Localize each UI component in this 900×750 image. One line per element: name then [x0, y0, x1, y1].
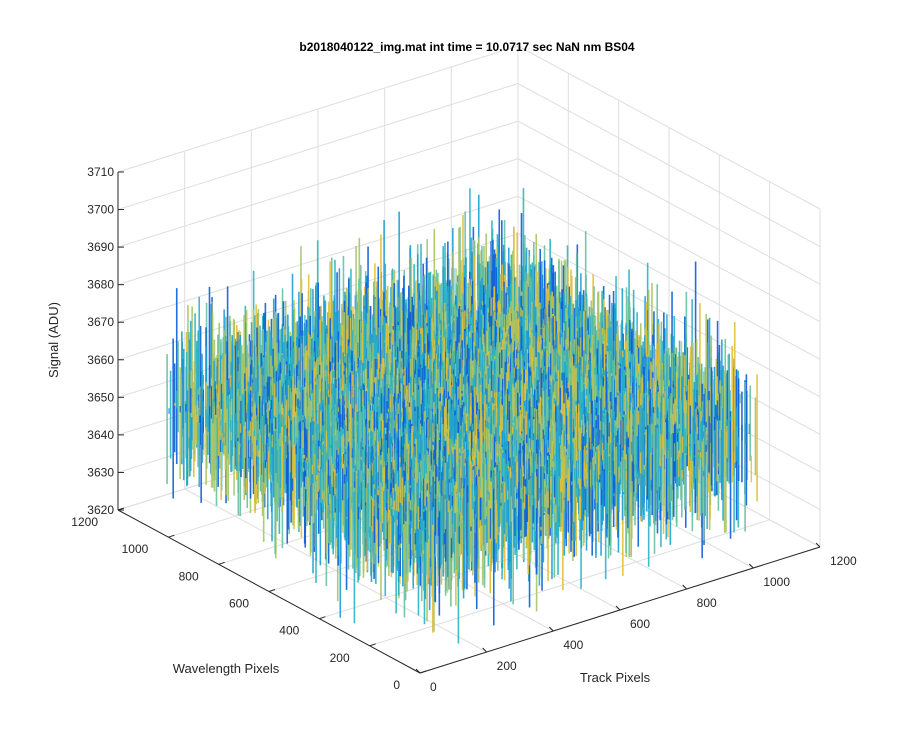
grid-line — [369, 519, 770, 647]
surface-data — [166, 188, 758, 644]
